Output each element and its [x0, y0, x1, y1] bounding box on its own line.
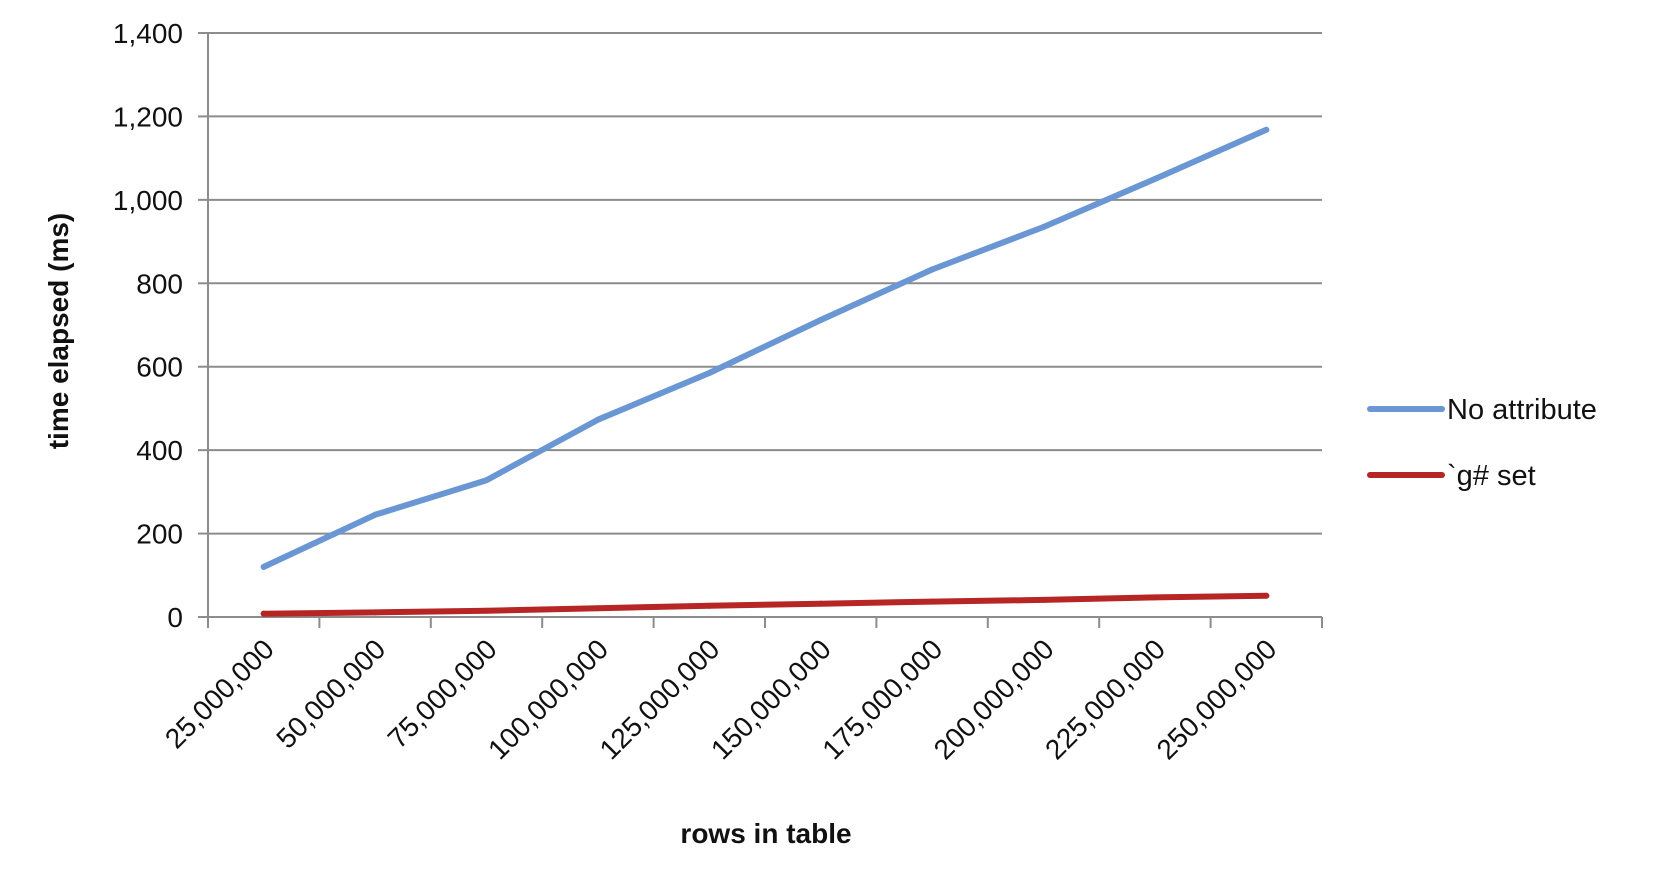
data-point — [483, 607, 490, 614]
y-axis-title: time elapsed (ms) — [43, 213, 74, 450]
data-point — [1040, 223, 1047, 230]
y-tick-label: 1,000 — [113, 185, 183, 216]
y-tick-label: 400 — [136, 435, 183, 466]
y-tick-label: 200 — [136, 519, 183, 550]
series-line-1 — [260, 126, 1270, 570]
x-tick-label: 250,000,000 — [1151, 633, 1283, 765]
x-axis-title: rows in table — [680, 818, 851, 849]
data-point — [706, 602, 713, 609]
x-axis-tick-labels: 25,000,00050,000,00075,000,000100,000,00… — [159, 633, 1283, 765]
y-tick-label: 1,200 — [113, 101, 183, 132]
data-point — [372, 511, 379, 518]
gridlines — [208, 32, 1322, 535]
data-point — [260, 563, 267, 570]
data-point — [817, 316, 824, 323]
axes — [198, 32, 1323, 628]
data-point — [929, 266, 936, 273]
y-axis-tick-labels: 0 200 400 600 800 1,000 1,200 1,400 — [113, 18, 183, 633]
legend-label-2: `g# set — [1447, 460, 1536, 492]
data-point — [929, 598, 936, 605]
data-point — [1040, 596, 1047, 603]
y-tick-label: 1,400 — [113, 18, 183, 49]
x-tick-label: 75,000,000 — [382, 633, 503, 754]
legend-label-1: No attribute — [1447, 394, 1597, 426]
data-point — [594, 605, 601, 612]
legend: No attribute `g# set — [1367, 394, 1597, 492]
y-tick-label: 600 — [136, 352, 183, 383]
data-point — [372, 609, 379, 616]
y-tick-label: 0 — [167, 602, 183, 633]
data-point — [260, 610, 267, 617]
data-point — [1151, 176, 1158, 182]
data-point — [1151, 594, 1158, 601]
data-point — [1263, 592, 1270, 599]
x-tick-label: 25,000,000 — [159, 633, 280, 754]
data-point — [483, 477, 490, 484]
series-line-2 — [260, 592, 1270, 617]
data-point — [817, 600, 824, 607]
data-point — [706, 369, 713, 376]
data-point — [594, 416, 601, 423]
x-tick-label: 50,000,000 — [270, 633, 391, 754]
data-point — [1263, 126, 1270, 133]
y-tick-label: 800 — [136, 268, 183, 299]
data-series — [260, 126, 1270, 617]
